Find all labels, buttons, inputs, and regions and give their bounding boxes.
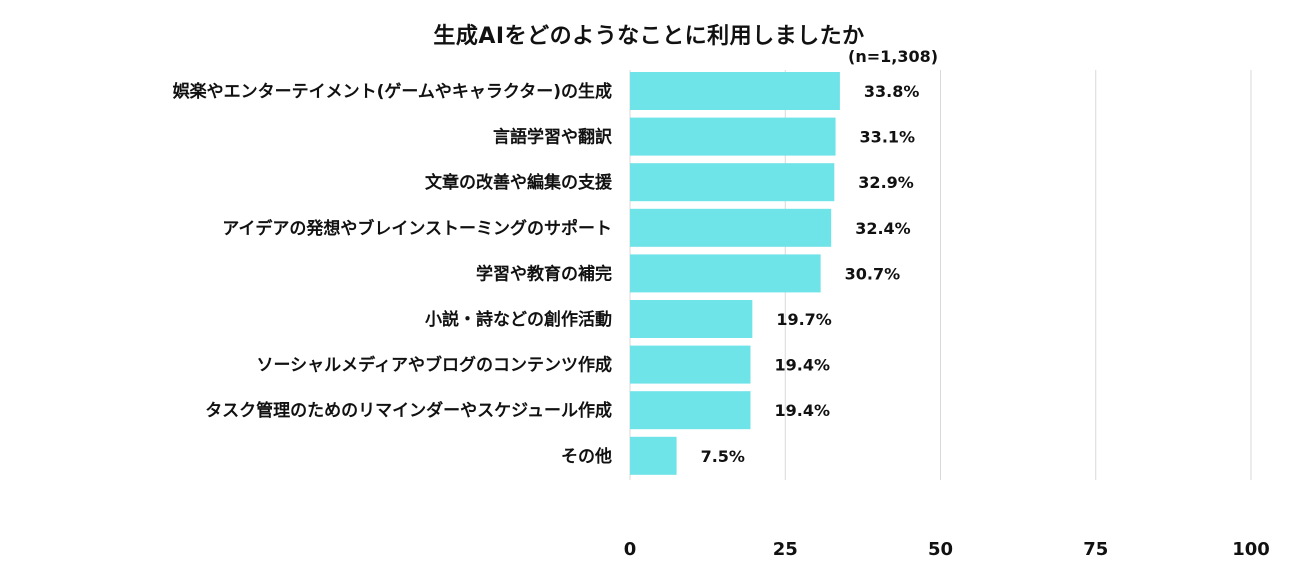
- bar: [630, 391, 751, 430]
- bar: [630, 208, 832, 247]
- sample-size-note: (n=1,308): [848, 47, 939, 66]
- x-tick-label: 0: [624, 539, 637, 560]
- category-label: ソーシャルメディアやブログのコンテンツ作成: [257, 355, 612, 376]
- x-tick-label: 50: [928, 539, 953, 560]
- category-label: アイデアの発想やブレインストーミングのサポート: [222, 218, 612, 239]
- chart-title: 生成AIをどのようなことに利用しましたか: [433, 24, 865, 49]
- category-label: 言語学習や翻訳: [493, 127, 613, 148]
- value-label: 19.4%: [774, 356, 830, 375]
- bar: [630, 163, 835, 202]
- bar: [630, 300, 753, 338]
- bar: [630, 254, 821, 293]
- bar: [630, 117, 836, 156]
- category-label: 文章の改善や編集の支援: [425, 172, 613, 193]
- category-label: その他: [561, 446, 612, 467]
- value-label: 30.7%: [845, 264, 901, 283]
- bar: [630, 345, 751, 384]
- category-label: 学習や教育の補完: [476, 263, 612, 284]
- x-tick-label: 75: [1083, 539, 1108, 560]
- bar: [630, 436, 677, 475]
- value-label: 32.4%: [855, 219, 911, 238]
- x-tick-label: 100: [1232, 539, 1270, 560]
- value-label: 33.8%: [864, 82, 920, 101]
- value-label: 7.5%: [701, 447, 745, 466]
- value-label: 33.1%: [860, 128, 916, 147]
- value-label: 19.4%: [774, 401, 830, 420]
- x-tick-label: 25: [773, 539, 798, 560]
- value-label: 19.7%: [776, 310, 832, 329]
- value-label: 32.9%: [858, 173, 914, 192]
- category-label: 娯楽やエンターテイメント(ゲームやキャラクター)の生成: [173, 81, 612, 102]
- category-label: タスク管理のためのリマインダーやスケジュール作成: [205, 400, 612, 421]
- category-label: 小説・詩などの創作活動: [425, 309, 612, 330]
- bar: [630, 72, 840, 110]
